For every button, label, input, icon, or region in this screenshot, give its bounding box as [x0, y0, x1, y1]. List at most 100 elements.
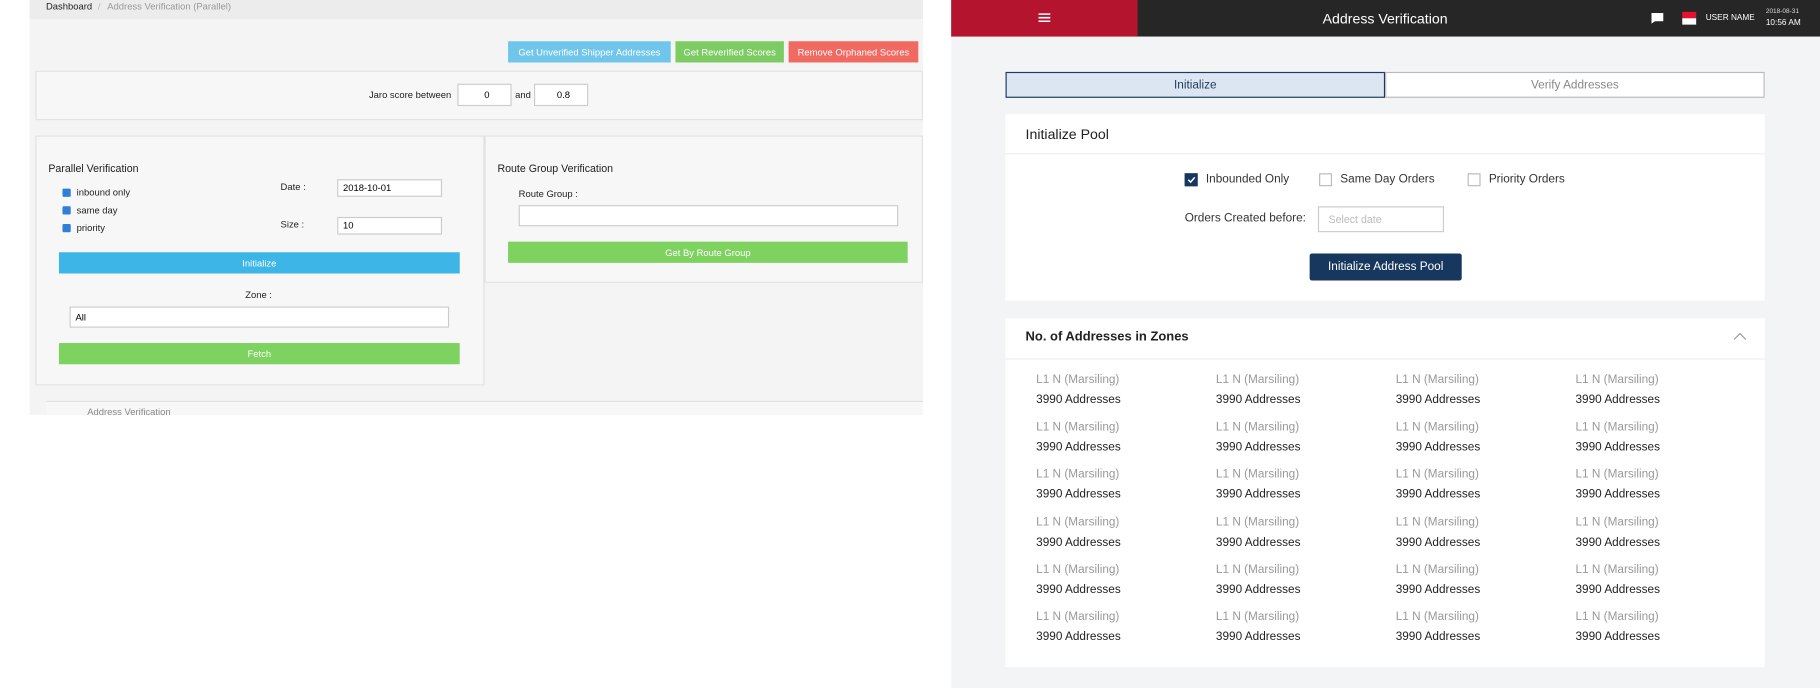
zone-name: L1 N (Marsiling) — [1395, 563, 1479, 577]
tab-active[interactable]: Initialize — [1005, 71, 1386, 98]
label: Size : — [280, 219, 305, 230]
flag-icon — [1682, 11, 1697, 25]
zone-count: 3990 Addresses — [1215, 630, 1301, 644]
separator: / — [97, 1, 101, 12]
breadcrumb-link[interactable]: Dashboard — [45, 1, 93, 12]
collapse-icon[interactable] — [1733, 331, 1747, 340]
zone-count: 3990 Addresses — [1575, 441, 1661, 455]
zone-count: 3990 Addresses — [1215, 393, 1301, 407]
fetch-button[interactable]: Fetch — [58, 343, 460, 365]
breadcrumb-current: Address Verification (Parallel) — [107, 1, 231, 12]
divider — [1005, 358, 1765, 360]
date: 2018-08-31 — [1765, 8, 1800, 16]
right-panel: Address Verification USER NAME 2018-08-3… — [951, 0, 1820, 688]
zone-count: 3990 Addresses — [1036, 441, 1121, 455]
zone-name: L1 N (Marsiling) — [1575, 468, 1659, 482]
label: Zone : — [245, 289, 272, 301]
zone-name: L1 N (Marsiling) — [1036, 515, 1120, 529]
zone-count: 3990 Addresses — [1575, 488, 1661, 502]
zone-name: L1 N (Marsiling) — [1395, 373, 1479, 387]
checkbox[interactable] — [62, 188, 71, 197]
zone-name: L1 N (Marsiling) — [1575, 610, 1659, 624]
zone-count: 3990 Addresses — [1036, 393, 1121, 407]
zones-card — [1005, 318, 1765, 668]
zone-name: L1 N (Marsiling) — [1215, 468, 1300, 482]
checkbox-label: Priority Orders — [1488, 173, 1565, 187]
zone-count: 3990 Addresses — [1575, 630, 1661, 644]
zone-count: 3990 Addresses — [1395, 488, 1481, 502]
checkbox-label: same day — [76, 205, 118, 216]
initialize-button[interactable]: Initialize — [58, 252, 460, 274]
zone-count: 3990 Addresses — [1036, 488, 1121, 502]
checkbox-label: priority — [76, 222, 105, 234]
input[interactable]: 10 — [337, 216, 443, 235]
checkbox[interactable] — [1467, 173, 1481, 187]
button[interactable]: Remove Orphaned Scores — [788, 41, 919, 63]
zone-name: L1 N (Marsiling) — [1215, 515, 1300, 529]
tab[interactable]: Verify Addresses — [1385, 71, 1765, 98]
zone-name: L1 N (Marsiling) — [1215, 373, 1300, 387]
zone-count: 3990 Addresses — [1395, 630, 1481, 644]
checkbox[interactable] — [62, 206, 71, 215]
card-title: No. of Addresses in Zones — [1025, 330, 1189, 345]
checkbox[interactable] — [62, 223, 71, 233]
checkbox-label: Inbounded Only — [1205, 173, 1290, 187]
label: Route Group : — [518, 188, 578, 200]
section-title: Route Group Verification — [497, 162, 614, 175]
zone-count: 3990 Addresses — [1395, 393, 1481, 407]
zone-count: 3990 Addresses — [1036, 583, 1121, 597]
user-name[interactable]: USER NAME — [1705, 14, 1755, 23]
input[interactable]: 0.8 — [533, 83, 589, 107]
zone-name: L1 N (Marsiling) — [1395, 468, 1479, 482]
divider — [1005, 153, 1765, 155]
button[interactable]: Get Reverified Scores — [675, 41, 784, 63]
checkbox-label: inbound only — [76, 187, 131, 199]
zone-name: L1 N (Marsiling) — [1215, 610, 1300, 624]
checkbox[interactable] — [1319, 173, 1333, 187]
input[interactable]: 0 — [457, 83, 512, 107]
date-input[interactable]: Select date — [1317, 206, 1445, 233]
zone-count: 3990 Addresses — [1395, 583, 1481, 597]
zone-name: L1 N (Marsiling) — [1036, 610, 1120, 624]
zone-name: L1 N (Marsiling) — [1575, 563, 1659, 577]
route-button[interactable]: Get By Route Group — [508, 241, 908, 263]
zone-name: L1 N (Marsiling) — [1395, 610, 1479, 624]
label: and — [515, 89, 531, 101]
checkbox-checked[interactable] — [1184, 173, 1198, 187]
label: Jaro score between — [368, 89, 452, 101]
zone-name: L1 N (Marsiling) — [1036, 421, 1120, 435]
zone-count: 3990 Addresses — [1036, 535, 1121, 549]
input[interactable]: 2018-10-01 — [337, 179, 443, 197]
select[interactable] — [518, 205, 899, 227]
label: Orders Created before: — [1184, 212, 1306, 226]
select[interactable]: All — [69, 306, 450, 328]
checkbox-label: Same Day Orders — [1340, 173, 1435, 187]
zone-name: L1 N (Marsiling) — [1575, 373, 1659, 387]
zone-count: 3990 Addresses — [1575, 393, 1661, 407]
footer-row: Address Verification — [45, 400, 924, 415]
initialize-pool-button[interactable]: Initialize Address Pool — [1309, 253, 1462, 281]
zone-name: L1 N (Marsiling) — [1036, 373, 1120, 387]
time: 10:56 AM — [1765, 18, 1801, 28]
zone-count: 3990 Addresses — [1395, 441, 1481, 455]
zone-name: L1 N (Marsiling) — [1575, 421, 1659, 435]
zone-name: L1 N (Marsiling) — [1215, 421, 1300, 435]
button[interactable]: Get Unverified Shipper Addresses — [508, 41, 671, 63]
zone-count: 3990 Addresses — [1215, 535, 1301, 549]
zone-count: 3990 Addresses — [1215, 583, 1301, 597]
label: Date : — [280, 181, 306, 193]
zone-count: 3990 Addresses — [1575, 535, 1661, 549]
menu-icon[interactable] — [1037, 12, 1051, 24]
breadcrumb-bar — [29, 0, 924, 19]
zone-name: L1 N (Marsiling) — [1395, 515, 1479, 529]
zone-name: L1 N (Marsiling) — [1036, 468, 1120, 482]
zone-name: L1 N (Marsiling) — [1575, 515, 1659, 529]
header-title: Address Verification — [1322, 10, 1448, 28]
left-panel: Dashboard / Address Verification (Parall… — [29, 0, 924, 415]
section-title: Parallel Verification — [48, 162, 139, 175]
zone-count: 3990 Addresses — [1575, 583, 1661, 597]
zone-count: 3990 Addresses — [1215, 488, 1301, 502]
chat-icon[interactable] — [1650, 12, 1664, 25]
